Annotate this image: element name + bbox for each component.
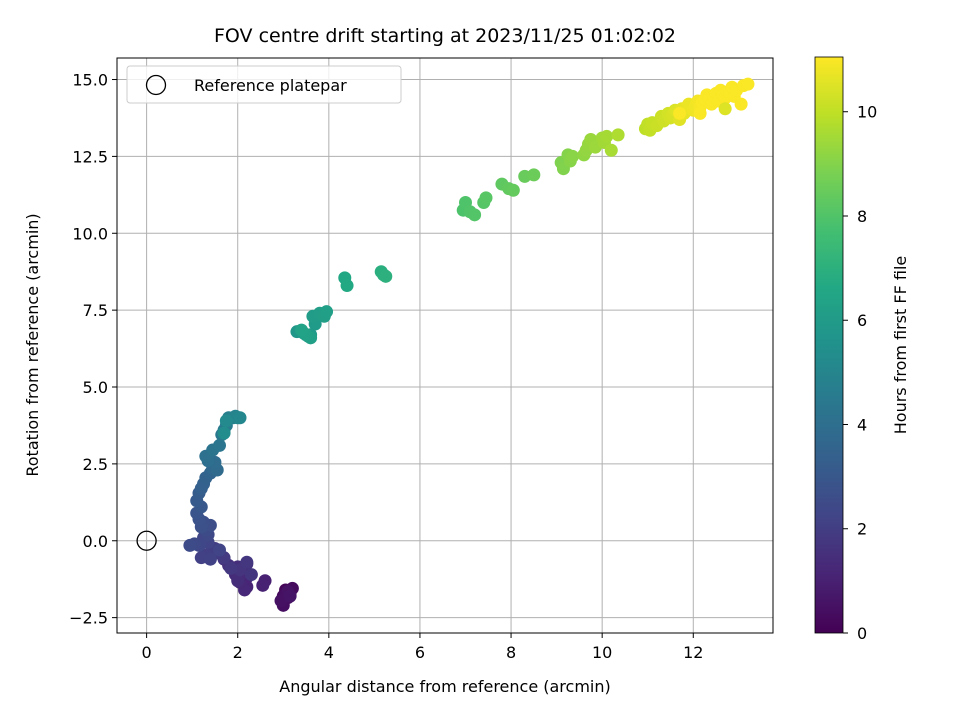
y-tick-label: 10.0 (72, 224, 108, 243)
colorbar-tick-label: 4 (857, 415, 867, 434)
grid (117, 58, 773, 633)
x-tick-label: 0 (142, 643, 152, 662)
scatter-point (506, 183, 520, 197)
scatter-point (295, 323, 308, 337)
scatter-point (379, 269, 393, 283)
y-tick-label: 5.0 (83, 378, 108, 397)
scatter-point (468, 208, 482, 222)
scatter-point (527, 168, 541, 182)
x-axis-label: Angular distance from reference (arcmin) (279, 677, 610, 696)
legend-marker (145, 74, 167, 96)
scatter-point (611, 128, 625, 142)
colorbar-tick-label: 6 (857, 311, 867, 330)
plot-frame (116, 57, 774, 634)
y-tick-label: 2.5 (83, 455, 108, 474)
scatter-point (283, 589, 297, 603)
scatter-point (231, 574, 245, 588)
scatter-point (240, 555, 254, 569)
scatter-point (244, 568, 258, 582)
scatter-point (213, 543, 226, 557)
y-tick-label: 0.0 (83, 532, 108, 551)
scatter-point (600, 129, 614, 143)
scatter-point (741, 77, 755, 91)
y-tick-label: 15.0 (72, 71, 108, 90)
scatter-points (183, 77, 755, 612)
scatter-point (479, 191, 493, 205)
scatter-point (213, 438, 226, 452)
colorbar-label: Hours from first FF file (891, 256, 910, 435)
x-tick-label: 8 (506, 643, 516, 662)
x-tick-label: 6 (415, 643, 425, 662)
x-tick-label: 4 (324, 643, 334, 662)
x-tick-label: 10 (592, 643, 612, 662)
scatter-point (219, 414, 233, 428)
y-tick-label: 7.5 (83, 301, 108, 320)
colorbar: 0 2 4 6 8 10 Hours from first FF file (814, 56, 910, 643)
x-tick-label: 2 (233, 643, 243, 662)
colorbar-tick-label: 10 (857, 103, 877, 122)
scatter-point (224, 561, 238, 575)
y-tick-label: 12.5 (72, 147, 108, 166)
reference-marker (136, 530, 157, 551)
colorbar-tick-label: 0 (857, 624, 867, 643)
legend: Reference platepar (126, 65, 402, 104)
scatter-point (673, 106, 687, 120)
scatter-point (203, 552, 217, 566)
scatter-point (604, 143, 618, 157)
scatter-point (233, 411, 247, 425)
chart-title: FOV centre drift starting at 2023/11/25 … (214, 25, 676, 47)
scatter-point (256, 578, 270, 592)
colorbar-gradient (814, 56, 844, 634)
legend-label: Reference platepar (194, 76, 347, 95)
scatter-point (183, 538, 197, 552)
reference-platepar-point (136, 530, 157, 551)
x-axis-ticks: 0 2 4 6 8 10 12 (142, 633, 703, 662)
scatter-point (734, 97, 748, 111)
scatter-point (718, 102, 732, 116)
y-axis-label: Rotation from reference (arcmin) (23, 213, 42, 476)
colorbar-tick-label: 2 (857, 520, 867, 539)
scatter-point (217, 426, 231, 440)
scatter-point (340, 279, 354, 293)
scatter-point (693, 106, 707, 120)
scatter-point (320, 305, 334, 319)
colorbar-tick-label: 8 (857, 207, 867, 226)
colorbar-ticks: 0 2 4 6 8 10 (843, 103, 877, 643)
y-axis-ticks: −2.5 0.0 2.5 5.0 7.5 10.0 12.5 15.0 (69, 71, 117, 628)
scatter-point (566, 149, 580, 163)
x-tick-label: 12 (683, 643, 703, 662)
legend-box (126, 65, 402, 104)
y-tick-label: −2.5 (69, 609, 108, 628)
